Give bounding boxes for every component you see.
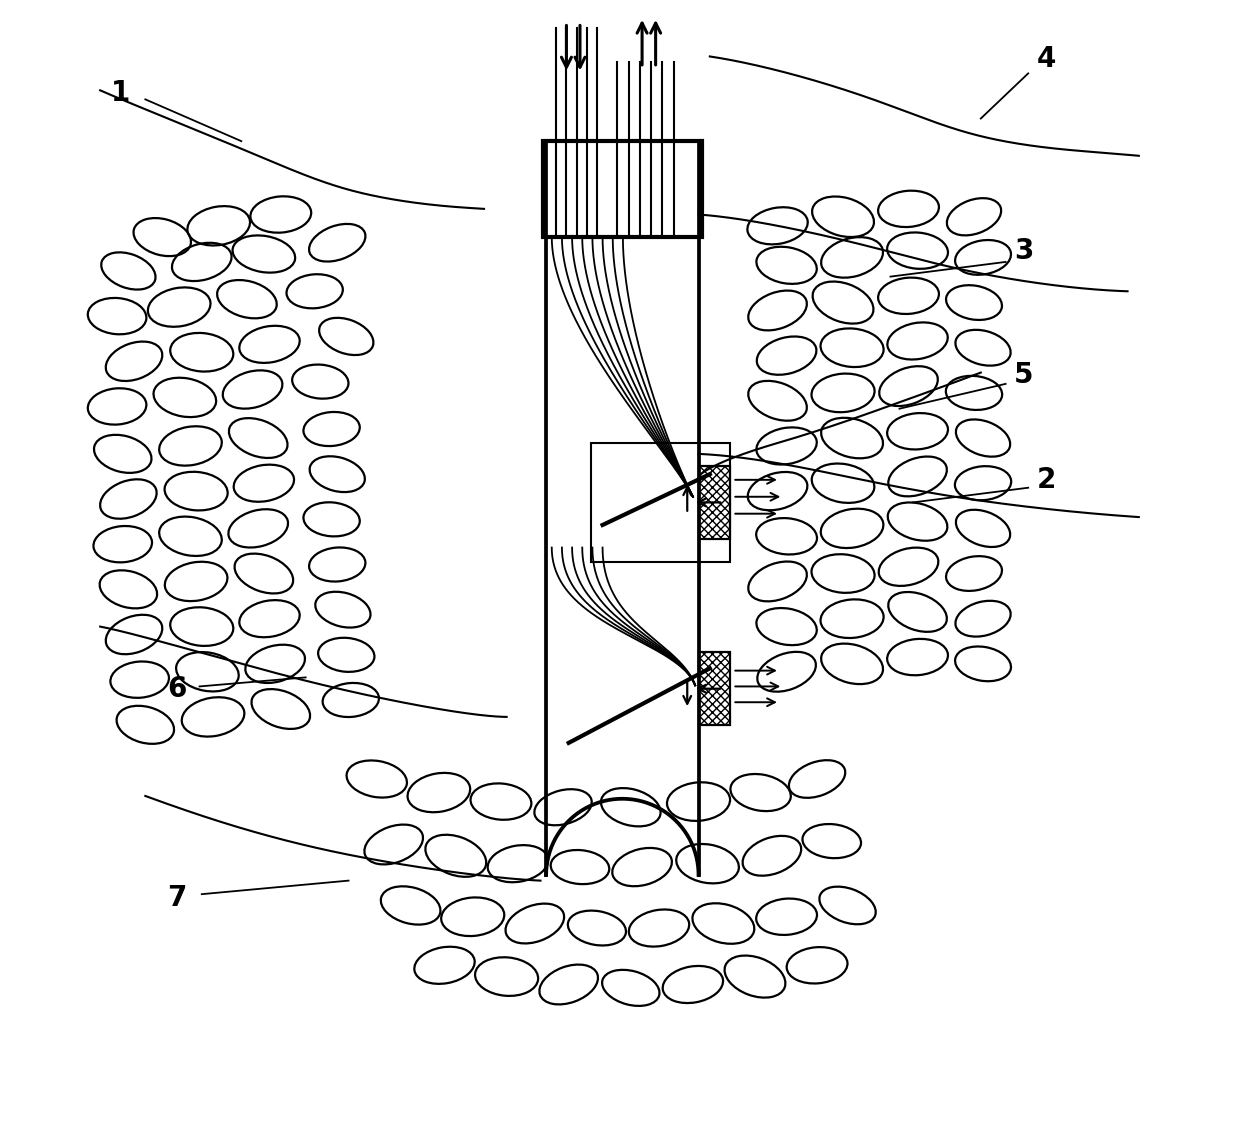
Bar <box>699 651 730 725</box>
Text: 6: 6 <box>167 675 187 702</box>
Text: 1: 1 <box>110 79 130 106</box>
Text: 4: 4 <box>1037 45 1056 72</box>
Text: 2: 2 <box>1037 466 1056 493</box>
Text: 5: 5 <box>1014 361 1033 388</box>
Text: 7: 7 <box>167 884 187 911</box>
Bar <box>543 141 703 237</box>
Bar <box>699 465 730 539</box>
Text: 3: 3 <box>1014 237 1033 264</box>
Bar <box>591 443 730 561</box>
